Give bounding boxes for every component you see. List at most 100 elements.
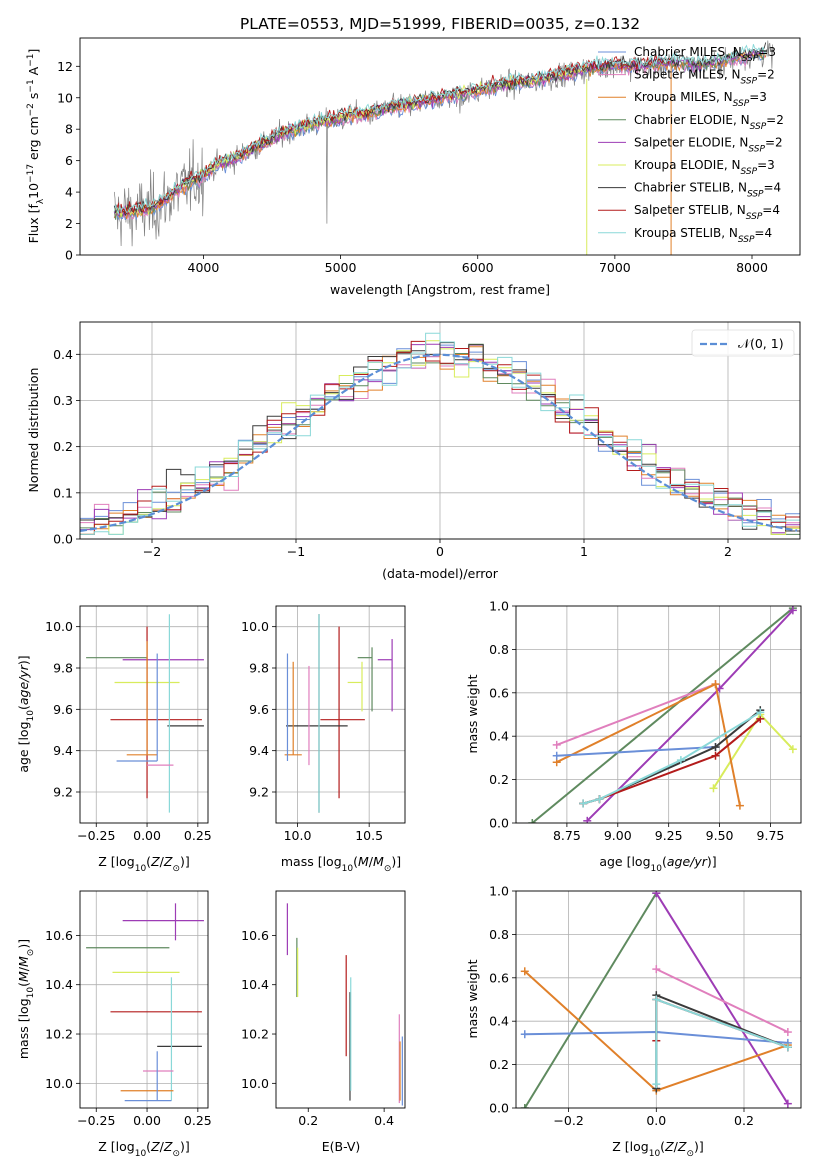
x-tick-label: −1 <box>287 544 305 559</box>
x-tick-label: 0.00 <box>133 1113 161 1128</box>
weight-vs-age-panel: 8.75 9.00 9.25 9.50 9.75 0.0 0.2 0.4 0.6 0.8 1.0 ag… <box>465 599 802 874</box>
residuals-panel: −2 −1 0 1 2 0.0 0.1 0.2 0.3 0.4 (data-model)/error… <box>26 321 801 581</box>
legend-box <box>691 329 795 357</box>
y-tick-label: 6 <box>65 153 73 168</box>
x-tick-label: 4000 <box>188 260 220 275</box>
y-tick-label: 0.0 <box>53 532 73 547</box>
x-axis-label: E(B-V) <box>322 1139 361 1154</box>
axes-frame <box>79 605 209 824</box>
y-tick-label: 10.4 <box>241 977 269 992</box>
x-axis-label: Z [log10(Z/Z⊙)] <box>98 854 190 874</box>
y-tick-label: 0.1 <box>53 485 73 500</box>
y-tick-label: 0.4 <box>489 1014 509 1029</box>
x-axis-label: (data-model)/error <box>382 566 499 581</box>
plot-area <box>286 903 403 1106</box>
y-tick-label: 0.4 <box>53 347 73 362</box>
y-tick-label: 10.0 <box>241 1076 269 1091</box>
y-tick-label: 10 <box>57 90 73 105</box>
legend-label: Chabrier ELODIE, NSSP=2 <box>634 113 784 132</box>
legend-label: Salpeter MILES, NSSP=2 <box>634 68 775 87</box>
y-tick-label: 10.0 <box>241 619 269 634</box>
y-tick-label: 12 <box>57 59 73 74</box>
x-tick-label: 8000 <box>736 260 768 275</box>
y-tick-label: 0.0 <box>489 1101 509 1116</box>
y-tick-label: 0.0 <box>489 816 509 831</box>
x-tick-label: 0.25 <box>184 1113 212 1128</box>
y-tick-label: 9.8 <box>53 661 73 676</box>
y-tick-label: 2 <box>65 216 73 231</box>
plot-area <box>284 614 393 813</box>
plot-area <box>113 40 773 255</box>
plot-area <box>86 614 204 813</box>
x-tick-label: −0.25 <box>77 1113 115 1128</box>
axes-frame <box>275 605 406 824</box>
legend-label: Chabrier STELIB, NSSP=4 <box>634 181 781 200</box>
legend: Chabrier MILES, NSSP=3 Salpeter MILES, NS… <box>598 45 784 245</box>
x-tick-label: 0.25 <box>184 828 212 843</box>
weight-line <box>655 892 789 1105</box>
spectrum-title: PLATE=0553, MJD=51999, FIBERID=0035, z=0… <box>240 15 640 33</box>
mass-vs-metallicity-panel: −0.25 0.00 0.25 10.0 10.2 10.4 10.6 Z [log10(Z/… <box>16 890 212 1159</box>
x-tick-label: 2 <box>724 544 732 559</box>
weight-line <box>556 746 716 757</box>
x-tick-label: 0.0 <box>646 1113 666 1128</box>
x-axis-label: Z [log10(Z/Z⊙)] <box>98 1139 190 1159</box>
weight-line <box>531 607 794 823</box>
x-tick-label: 10.5 <box>355 828 383 843</box>
x-tick-label: 6000 <box>462 260 494 275</box>
x-tick-label: −0.2 <box>553 1113 583 1128</box>
y-tick-label: 0.2 <box>489 772 509 787</box>
y-tick-label: 0.8 <box>489 927 509 942</box>
y-tick-label: 9.8 <box>249 661 269 676</box>
y-tick-label: 10.2 <box>45 1027 73 1042</box>
y-tick-label: 1.0 <box>489 599 509 614</box>
plot-area <box>528 606 797 823</box>
plot-area <box>86 903 204 1102</box>
x-tick-label: 9.25 <box>655 828 683 843</box>
x-tick-label: 8.75 <box>553 828 581 843</box>
legend-label: Salpeter ELODIE, NSSP=2 <box>634 135 783 154</box>
y-tick-label: 10.4 <box>45 977 73 992</box>
x-axis-label: mass [log10(M/M⊙)] <box>281 854 401 874</box>
y-tick-label: 10.2 <box>241 1027 269 1042</box>
weight-line <box>582 711 761 805</box>
axes-frame <box>515 890 802 1109</box>
x-tick-label: 0.2 <box>298 1113 318 1128</box>
age-vs-mass-panel: 10.0 10.5 9.2 9.4 9.6 9.8 10.0 mass [log10(M/M⊙… <box>241 605 406 874</box>
axes-frame <box>79 890 209 1109</box>
axes-frame <box>79 37 801 256</box>
legend-label: Kroupa ELODIE, NSSP=3 <box>634 158 775 177</box>
y-tick-label: 0.2 <box>53 439 73 454</box>
y-tick-label: 10.0 <box>45 619 73 634</box>
x-tick-label: 0.2 <box>734 1113 754 1128</box>
y-tick-label: 0.4 <box>489 729 509 744</box>
y-axis-label: age [log10(age/yr)] <box>16 655 36 772</box>
y-axis-label: mass weight <box>465 959 480 1038</box>
y-tick-label: 0.6 <box>489 970 509 985</box>
y-tick-label: 0.3 <box>53 393 73 408</box>
residual-histogram-step <box>80 340 800 535</box>
axes-frame <box>515 605 802 824</box>
x-tick-label: 7000 <box>599 260 631 275</box>
mass-vs-ebv-panel: 0.2 0.4 10.0 10.2 10.4 10.6 E(B-V) <box>241 890 406 1154</box>
x-tick-label: 5000 <box>325 260 357 275</box>
x-tick-label: 9.75 <box>757 828 785 843</box>
legend-label: Kroupa MILES, NSSP=3 <box>634 90 767 109</box>
x-tick-label: 9.50 <box>706 828 734 843</box>
x-axis-label: wavelength [Angstrom, rest frame] <box>330 282 550 297</box>
axes-frame <box>275 890 406 1109</box>
x-axis-label: Z [log10(Z/Z⊙)] <box>612 1139 704 1159</box>
y-axis-label: mass weight <box>465 674 480 753</box>
normal-distribution-curve <box>80 353 798 532</box>
y-tick-label: 8 <box>65 122 73 137</box>
model-spectrum-line <box>113 44 767 216</box>
y-tick-label: 9.4 <box>249 743 269 758</box>
x-tick-label: −0.25 <box>77 828 115 843</box>
axes-frame <box>79 321 801 540</box>
weight-line <box>523 892 658 1108</box>
age-vs-metallicity-panel: −0.25 0.00 0.25 9.2 9.4 9.6 9.8 10.0 Z [log10(Z/… <box>16 605 212 874</box>
y-tick-label: 4 <box>65 185 73 200</box>
x-tick-label: 1 <box>580 544 588 559</box>
y-tick-label: 0.2 <box>489 1057 509 1072</box>
